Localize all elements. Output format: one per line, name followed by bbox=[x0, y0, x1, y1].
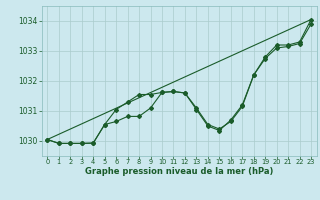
X-axis label: Graphe pression niveau de la mer (hPa): Graphe pression niveau de la mer (hPa) bbox=[85, 167, 273, 176]
